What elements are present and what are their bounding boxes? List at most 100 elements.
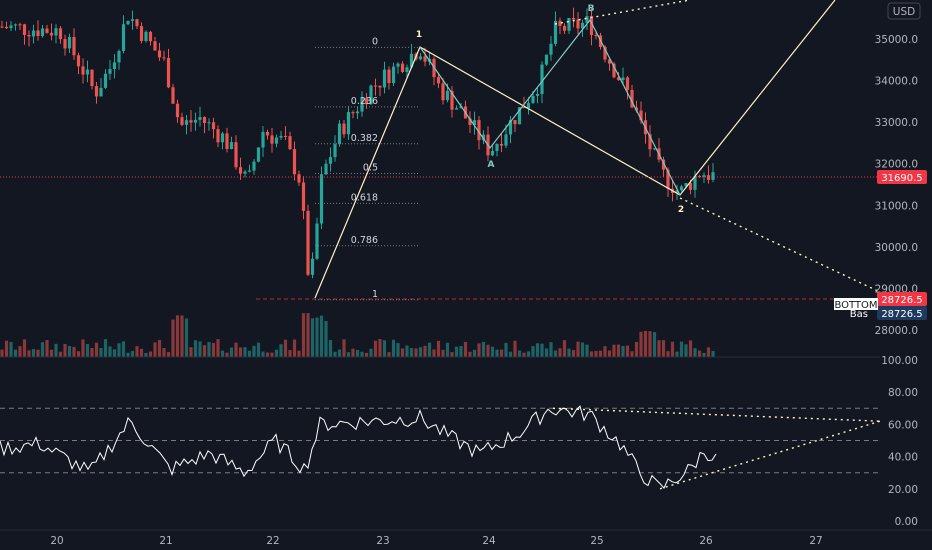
rsi-axis-label: 0.00 bbox=[895, 516, 918, 528]
candle-body bbox=[112, 62, 117, 70]
candle-body bbox=[373, 85, 378, 87]
volume-bar bbox=[688, 340, 693, 357]
volume-bars bbox=[0, 313, 715, 357]
volume-bar bbox=[31, 349, 36, 357]
volume-bar bbox=[319, 315, 324, 357]
price-pane[interactable]: 0 0.236 0.382 0.5 0.618 0.786 1 1 2 A B bbox=[0, 0, 881, 357]
candle-body bbox=[328, 157, 333, 164]
volume-bar bbox=[711, 350, 715, 357]
time-axis-background bbox=[0, 530, 932, 550]
candle-body bbox=[193, 119, 198, 123]
fib-level-label: 0.786 bbox=[351, 235, 378, 246]
candle-body bbox=[504, 134, 508, 146]
currency-badge[interactable] bbox=[887, 2, 921, 20]
candle-body bbox=[148, 31, 153, 42]
volume-bar bbox=[607, 350, 612, 357]
volume-bar bbox=[49, 349, 54, 357]
currency-label: USD bbox=[893, 6, 915, 18]
volume-bar bbox=[310, 318, 315, 357]
volume-bar bbox=[405, 345, 409, 357]
candlesticks[interactable] bbox=[0, 7, 715, 279]
elliott-wave-drawing[interactable]: 1 2 A B bbox=[314, 0, 881, 299]
volume-bar bbox=[576, 341, 580, 357]
candle-body bbox=[324, 163, 328, 175]
wave-label-a: A bbox=[488, 160, 495, 170]
volume-bar bbox=[360, 351, 364, 357]
candle-body bbox=[607, 59, 612, 64]
candle-body bbox=[63, 39, 67, 49]
volume-bar bbox=[387, 352, 391, 357]
volume-bar bbox=[495, 349, 499, 357]
volume-bar bbox=[652, 332, 657, 357]
price-scale[interactable]: USD 35000.034000.033000.032000.031000.03… bbox=[834, 0, 932, 530]
price-axis-label: 34000.0 bbox=[875, 76, 918, 88]
candle-body bbox=[234, 142, 238, 168]
volume-bar bbox=[72, 346, 76, 357]
rsi-trendline-lower bbox=[659, 420, 881, 490]
candle-body bbox=[481, 134, 486, 141]
volume-bar bbox=[468, 351, 472, 357]
candle-body bbox=[184, 120, 189, 125]
candle-body bbox=[306, 210, 310, 275]
volume-bar bbox=[630, 351, 634, 357]
candle-body bbox=[153, 41, 157, 51]
time-axis-label: 25 bbox=[590, 535, 603, 547]
candle-body bbox=[9, 25, 13, 29]
candle-body bbox=[436, 77, 441, 84]
candle-body bbox=[0, 26, 4, 28]
volume-bar bbox=[112, 349, 117, 357]
candle-body bbox=[85, 69, 90, 75]
rsi-pane[interactable] bbox=[0, 405, 881, 490]
volume-bar bbox=[436, 340, 441, 357]
bottom-label: BOTTOM bbox=[834, 300, 877, 311]
candle-body bbox=[441, 83, 445, 101]
candle-body bbox=[67, 37, 72, 49]
rsi-level-lines bbox=[0, 407, 880, 474]
candle-body bbox=[517, 107, 522, 125]
candle-body bbox=[126, 20, 130, 25]
candle-body bbox=[540, 64, 544, 94]
candle-body bbox=[612, 63, 616, 78]
candle-body bbox=[40, 28, 45, 37]
volume-bar bbox=[508, 351, 513, 357]
current-price-value: 31690.5 bbox=[881, 173, 922, 184]
candle-body bbox=[630, 89, 634, 108]
volume-bar bbox=[513, 340, 517, 357]
candle-body bbox=[103, 73, 108, 88]
price-axis-labels: 35000.0 34000.0 33000.0 32000.0 31000.0 30000… bbox=[875, 34, 918, 337]
candle-body bbox=[198, 117, 202, 120]
volume-bar bbox=[589, 351, 594, 357]
candle-body bbox=[450, 90, 454, 110]
volume-bar bbox=[283, 339, 288, 357]
candle-body bbox=[567, 18, 571, 31]
volume-bar bbox=[450, 352, 454, 357]
rsi-trendlines[interactable] bbox=[552, 407, 881, 490]
candle-body bbox=[130, 19, 135, 21]
volume-bar bbox=[130, 350, 135, 357]
volume-bar bbox=[621, 345, 625, 357]
time-axis[interactable]: 20 21 22 23 24 25 26 27 bbox=[0, 529, 932, 550]
volume-bar bbox=[207, 342, 211, 357]
wave-label-b: B bbox=[588, 4, 595, 14]
fib-level-label: 0 bbox=[372, 36, 378, 47]
candle-body bbox=[648, 134, 652, 150]
candle-body bbox=[175, 103, 180, 118]
candle-body bbox=[616, 77, 621, 81]
candle-body bbox=[580, 22, 585, 29]
volume-bar bbox=[432, 349, 436, 357]
candle-body bbox=[639, 110, 643, 121]
volume-bar bbox=[639, 331, 643, 357]
candle-body bbox=[243, 171, 247, 174]
volume-bar bbox=[67, 346, 72, 357]
fib-level-label: 0.382 bbox=[351, 133, 378, 144]
volume-bar bbox=[85, 344, 90, 357]
fibonacci-retracement[interactable]: 0 0.236 0.382 0.5 0.618 0.786 1 bbox=[315, 36, 420, 301]
candle-body bbox=[585, 16, 589, 23]
price-scale-background bbox=[880, 0, 932, 530]
volume-bar bbox=[247, 350, 252, 357]
volume-bar bbox=[301, 313, 306, 357]
volume-bar bbox=[4, 340, 9, 357]
candle-body bbox=[13, 24, 18, 26]
volume-bar bbox=[648, 331, 652, 357]
